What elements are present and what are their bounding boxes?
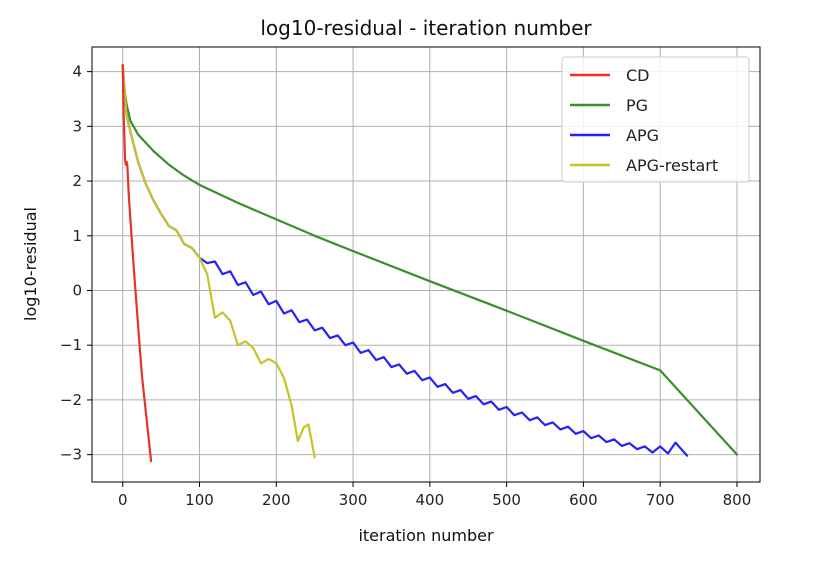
x-tick-label: 500 [492, 491, 521, 509]
series-line-pg [121, 63, 739, 456]
y-tick-label: −1 [60, 336, 82, 354]
x-axis-ticks: 0 100 200 300 400 500 600 700 800 [118, 482, 751, 509]
legend-label-cd: CD [626, 66, 650, 85]
x-tick-label: 800 [723, 491, 752, 509]
x-tick-label: 400 [416, 491, 445, 509]
chart-title: log10-residual - iteration number [260, 16, 592, 40]
legend-box [561, 56, 750, 183]
series-line-cd [121, 63, 153, 463]
x-tick-label: 100 [185, 491, 214, 509]
plot-border [91, 46, 761, 483]
legend-label-apg-restart: APG-restart [626, 156, 718, 175]
y-tick-label: −2 [60, 391, 82, 409]
x-tick-label: 200 [262, 491, 291, 509]
y-tick-label: 2 [72, 172, 82, 190]
legend-label-pg: PG [626, 96, 648, 115]
series-line-apg [121, 63, 689, 457]
y-tick-label: −3 [60, 446, 82, 464]
y-tick-label: 3 [72, 117, 82, 135]
y-axis-ticks: −3 −2 −1 0 1 2 3 4 [60, 63, 92, 464]
legend: CD PG APG APG-restart [561, 56, 750, 183]
x-tick-label: 600 [569, 491, 598, 509]
x-tick-label: 0 [118, 491, 128, 509]
x-axis-title: iteration number [358, 526, 494, 545]
y-tick-label: 4 [72, 63, 82, 81]
x-tick-label: 300 [339, 491, 368, 509]
series-line-apg-restart [121, 63, 316, 459]
y-tick-label: 0 [72, 281, 82, 299]
series-lines [121, 63, 739, 463]
y-axis-title: log10-residual [21, 207, 40, 321]
legend-label-apg: APG [626, 126, 659, 145]
x-tick-label: 700 [646, 491, 675, 509]
y-tick-label: 1 [72, 227, 82, 245]
